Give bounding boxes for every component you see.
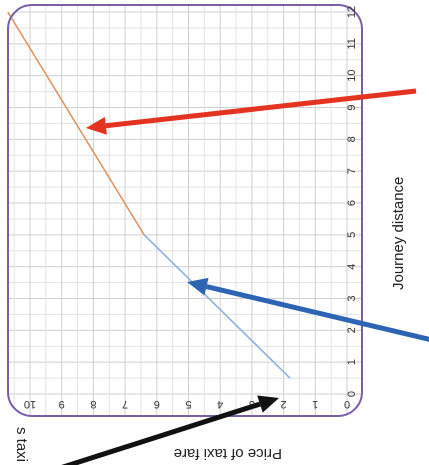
annotation-arrows — [61, 88, 429, 465]
x-tick-label: 1 — [346, 359, 358, 365]
x-tick-label: 12 — [346, 6, 358, 18]
x-tick-label: 11 — [346, 38, 358, 49]
annotation-arrow-head — [187, 277, 209, 296]
series-line-1 — [143, 234, 291, 379]
y-tick-label: 10 — [24, 398, 36, 410]
grid — [8, 5, 362, 416]
y-tick-label: 5 — [185, 398, 191, 410]
x-tick-label: 9 — [346, 104, 358, 110]
annotation-arrow-head — [257, 395, 279, 413]
y-tick-label: 0 — [344, 398, 350, 410]
x-tick-label: 8 — [346, 136, 358, 142]
y-tick-label: 4 — [217, 398, 223, 410]
y-axis-label-partial: s taxi s — [13, 427, 30, 465]
y-tick-label: 6 — [154, 398, 160, 410]
y-tick-label: 1 — [312, 398, 318, 410]
y-tick-label: 3 — [249, 398, 255, 410]
x-tick-label: 2 — [346, 327, 358, 333]
x-tick-label: 3 — [346, 295, 358, 301]
x-tick-label: 0 — [346, 391, 358, 397]
x-tick-label: 5 — [346, 232, 358, 238]
chart-frame — [7, 4, 363, 417]
x-tick-label: 6 — [346, 200, 358, 206]
y-tick-label: 9 — [59, 398, 65, 410]
y-tick-label: 2 — [281, 398, 287, 410]
x-tick-label: 4 — [346, 264, 358, 270]
x-axis-label: Journey distance — [390, 177, 407, 290]
annotation-arrow-shaft — [105, 88, 417, 129]
plot-background — [8, 5, 362, 416]
x-tick-label: 7 — [346, 168, 358, 174]
y-tick-label: 8 — [90, 398, 96, 410]
y-tick-label: 7 — [122, 398, 128, 410]
x-tick-label: 10 — [346, 70, 358, 82]
annotation-arrow-shaft — [61, 401, 261, 465]
annotation-arrow-shaft — [205, 284, 429, 342]
annotation-arrow-head — [86, 116, 107, 135]
series-lines — [7, 11, 291, 379]
series-line-2 — [7, 11, 145, 236]
y-axis-label: Price of taxi fare — [174, 445, 282, 462]
y-tick-labels: 0 1 2 3 4 5 6 7 8 9 10 — [24, 398, 350, 410]
